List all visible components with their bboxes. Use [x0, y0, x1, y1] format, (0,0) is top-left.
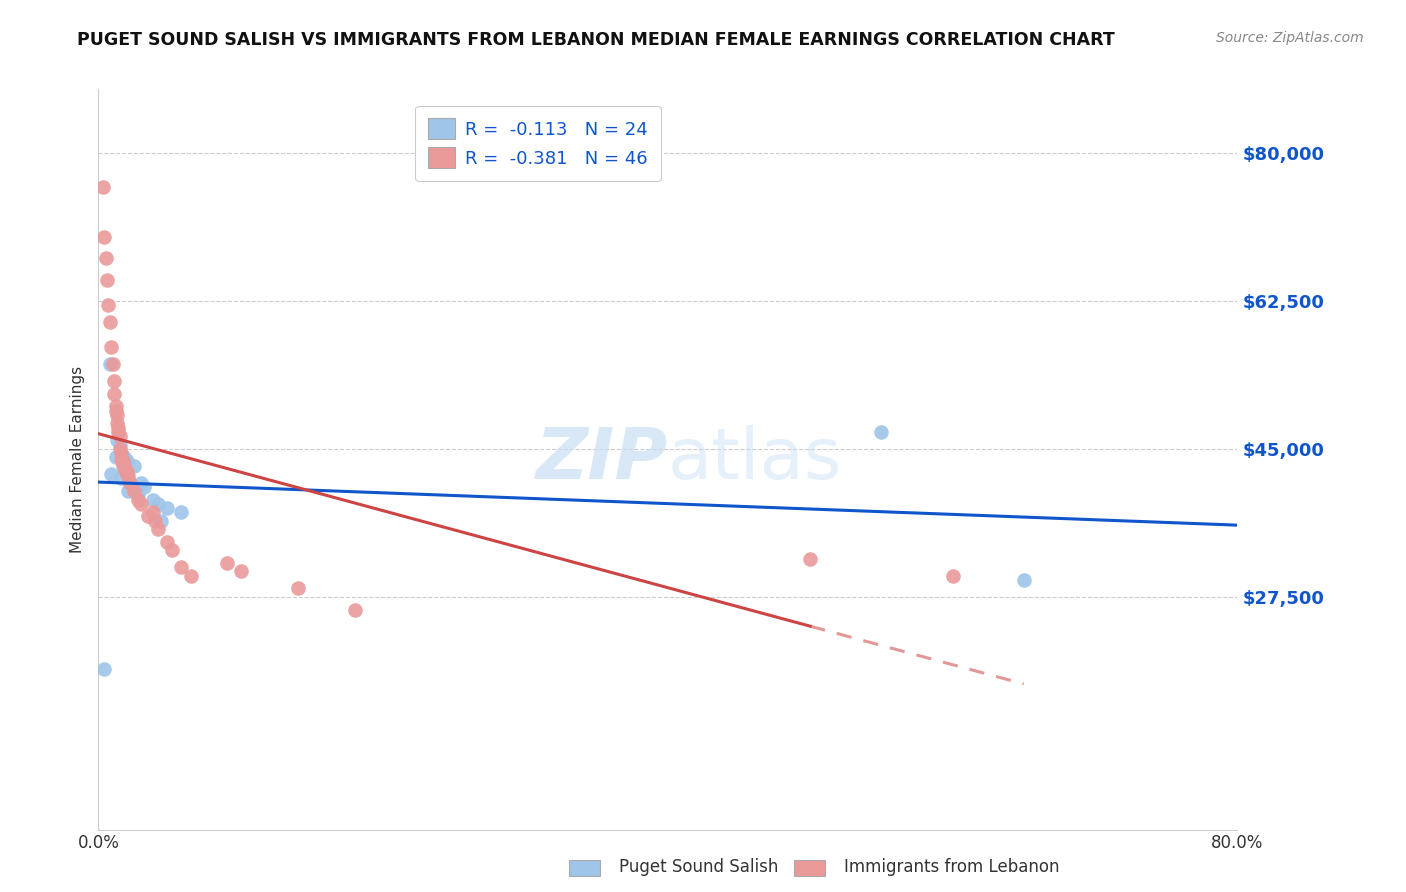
- Point: [215, 556, 238, 570]
- Point: [1012, 573, 1035, 587]
- Point: [112, 460, 135, 475]
- Point: [115, 454, 138, 468]
- Point: [117, 468, 139, 483]
- Point: [148, 497, 170, 511]
- Point: [111, 458, 134, 473]
- Point: [98, 357, 121, 371]
- Point: [180, 568, 202, 582]
- Point: [799, 551, 821, 566]
- Point: [343, 602, 366, 616]
- Point: [100, 340, 122, 354]
- Point: [118, 475, 141, 490]
- Y-axis label: Median Female Earnings: Median Female Earnings: [69, 366, 84, 553]
- Point: [105, 408, 128, 422]
- Point: [118, 475, 141, 490]
- Point: [287, 582, 309, 596]
- Point: [105, 417, 128, 431]
- Point: [127, 488, 149, 502]
- Point: [110, 446, 132, 460]
- Point: [122, 458, 145, 473]
- Point: [104, 400, 127, 414]
- Point: [870, 425, 893, 439]
- Point: [111, 454, 134, 468]
- Point: [103, 386, 125, 401]
- Point: [103, 374, 125, 388]
- Point: [93, 662, 115, 676]
- Text: Source: ZipAtlas.com: Source: ZipAtlas.com: [1216, 31, 1364, 45]
- Point: [112, 458, 135, 473]
- Point: [141, 505, 163, 519]
- Point: [94, 252, 117, 266]
- Point: [91, 179, 114, 194]
- Point: [129, 475, 152, 490]
- Point: [110, 471, 132, 485]
- Point: [96, 272, 118, 286]
- Point: [124, 484, 146, 499]
- Point: [156, 534, 179, 549]
- Point: [111, 457, 134, 471]
- Point: [108, 442, 131, 456]
- Point: [110, 452, 132, 467]
- Point: [105, 434, 128, 448]
- Point: [98, 315, 121, 329]
- Point: [129, 497, 152, 511]
- Point: [112, 450, 135, 465]
- Point: [127, 492, 149, 507]
- Point: [114, 463, 136, 477]
- Point: [104, 403, 127, 417]
- Point: [117, 484, 139, 499]
- Point: [141, 492, 163, 507]
- Point: [107, 420, 129, 434]
- Point: [229, 565, 252, 579]
- Point: [122, 484, 145, 499]
- Point: [170, 560, 193, 574]
- Point: [108, 437, 131, 451]
- Text: ZIP: ZIP: [536, 425, 668, 494]
- Text: Puget Sound Salish: Puget Sound Salish: [619, 858, 778, 876]
- Text: atlas: atlas: [668, 425, 842, 494]
- Point: [156, 501, 179, 516]
- Text: PUGET SOUND SALISH VS IMMIGRANTS FROM LEBANON MEDIAN FEMALE EARNINGS CORRELATION: PUGET SOUND SALISH VS IMMIGRANTS FROM LE…: [77, 31, 1115, 49]
- Point: [136, 509, 159, 524]
- Point: [101, 357, 124, 371]
- Point: [97, 298, 120, 312]
- Point: [107, 425, 129, 439]
- Point: [162, 543, 184, 558]
- Point: [100, 467, 122, 482]
- Point: [108, 429, 131, 443]
- Text: Immigrants from Lebanon: Immigrants from Lebanon: [844, 858, 1059, 876]
- Point: [104, 450, 127, 465]
- Point: [148, 522, 170, 536]
- Point: [150, 514, 173, 528]
- Point: [93, 230, 115, 244]
- Point: [145, 514, 167, 528]
- Point: [132, 480, 155, 494]
- Point: [115, 467, 138, 482]
- Point: [942, 568, 965, 582]
- Point: [170, 505, 193, 519]
- Point: [115, 466, 138, 480]
- Legend: R =  -0.113   N = 24, R =  -0.381   N = 46: R = -0.113 N = 24, R = -0.381 N = 46: [415, 105, 661, 181]
